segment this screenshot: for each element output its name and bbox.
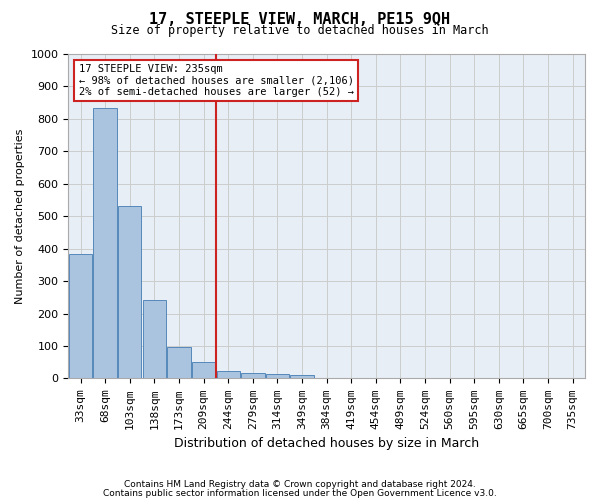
Bar bbox=[290, 375, 314, 378]
Y-axis label: Number of detached properties: Number of detached properties bbox=[15, 128, 25, 304]
Bar bbox=[217, 372, 240, 378]
Bar bbox=[241, 373, 265, 378]
Bar bbox=[94, 108, 117, 378]
Text: Size of property relative to detached houses in March: Size of property relative to detached ho… bbox=[111, 24, 489, 37]
Bar bbox=[118, 206, 142, 378]
Text: 17 STEEPLE VIEW: 235sqm
← 98% of detached houses are smaller (2,106)
2% of semi-: 17 STEEPLE VIEW: 235sqm ← 98% of detache… bbox=[79, 64, 353, 97]
Bar bbox=[143, 300, 166, 378]
Text: Contains public sector information licensed under the Open Government Licence v3: Contains public sector information licen… bbox=[103, 488, 497, 498]
Bar bbox=[266, 374, 289, 378]
Text: Contains HM Land Registry data © Crown copyright and database right 2024.: Contains HM Land Registry data © Crown c… bbox=[124, 480, 476, 489]
Bar bbox=[192, 362, 215, 378]
Bar bbox=[167, 347, 191, 378]
X-axis label: Distribution of detached houses by size in March: Distribution of detached houses by size … bbox=[174, 437, 479, 450]
Bar bbox=[69, 254, 92, 378]
Text: 17, STEEPLE VIEW, MARCH, PE15 9QH: 17, STEEPLE VIEW, MARCH, PE15 9QH bbox=[149, 12, 451, 28]
